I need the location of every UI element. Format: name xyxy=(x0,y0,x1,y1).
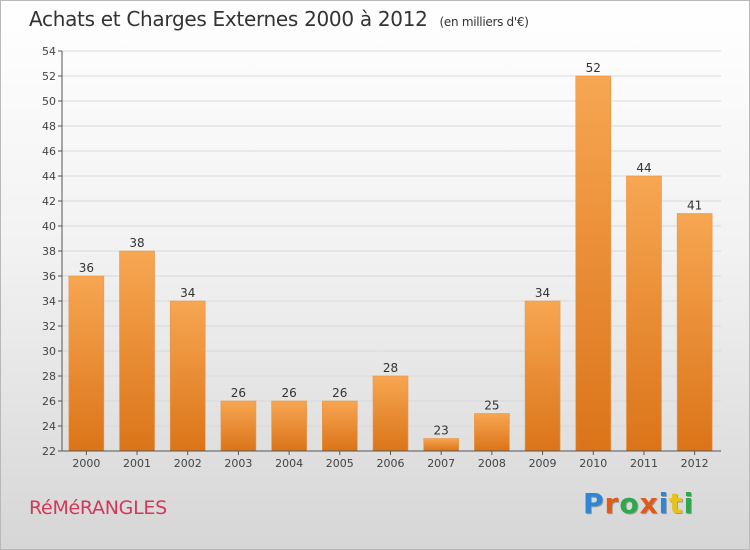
x-tick-label: 2006 xyxy=(377,457,405,470)
y-tick-label: 30 xyxy=(42,345,56,358)
chart-title-unit: (en milliers d'€) xyxy=(439,15,529,29)
y-tick-label: 38 xyxy=(42,245,56,258)
x-tick-label: 2002 xyxy=(174,457,202,470)
proxiti-logo[interactable]: Proxiti xyxy=(583,487,694,520)
bar-2005 xyxy=(322,400,358,452)
x-axis: 2000 2001 2002 2003 2004 2005 2006 2007 2008 2009… xyxy=(62,450,721,470)
logo-letter: i xyxy=(658,487,670,520)
data-label: 28 xyxy=(383,361,398,375)
commune-name: RéMéRANGLES xyxy=(29,497,167,519)
y-tick-label: 52 xyxy=(42,70,56,83)
data-label: 38 xyxy=(129,236,144,250)
bar-2000 xyxy=(68,275,105,452)
y-tick-label: 36 xyxy=(42,270,56,283)
y-axis: 22 24 26 28 30 32 34 36 38 40 42 44 46 48 50 52 54 xyxy=(42,45,63,458)
data-label: 26 xyxy=(281,386,296,400)
data-label: 26 xyxy=(231,386,246,400)
logo-letter: r xyxy=(604,487,620,520)
x-tick-label: 2001 xyxy=(123,457,151,470)
y-tick-label: 50 xyxy=(42,95,56,108)
data-label: 36 xyxy=(79,261,94,275)
bar-2003 xyxy=(220,400,257,452)
y-tick-label: 44 xyxy=(42,170,56,183)
logo-letter: x xyxy=(639,487,659,520)
chart-title-text: Achats et Charges Externes 2000 à 2012 xyxy=(29,7,428,31)
bar-2001 xyxy=(119,250,155,452)
data-label: 25 xyxy=(484,399,499,413)
x-tick-label: 2005 xyxy=(326,457,354,470)
bar-2004 xyxy=(271,400,307,452)
x-tick-label: 2007 xyxy=(427,457,455,470)
y-tick-label: 24 xyxy=(42,420,56,433)
logo-letter: P xyxy=(583,487,605,520)
bar-2009 xyxy=(524,300,561,452)
logo-letter: o xyxy=(619,487,640,520)
data-label: 34 xyxy=(535,286,550,300)
x-tick-label: 2012 xyxy=(681,457,709,470)
x-tick-label: 2008 xyxy=(478,457,506,470)
logo-letter: i xyxy=(683,487,695,520)
bar-2011 xyxy=(626,175,662,452)
y-tick-label: 40 xyxy=(42,220,56,233)
bar-2007 xyxy=(423,438,459,452)
x-tick-label: 2004 xyxy=(275,457,303,470)
y-tick-label: 46 xyxy=(42,145,56,158)
y-tick-label: 22 xyxy=(42,445,56,458)
data-label: 34 xyxy=(180,286,195,300)
bar-2008 xyxy=(474,413,510,452)
y-tick-label: 28 xyxy=(42,370,56,383)
bar-2006 xyxy=(372,375,409,452)
y-tick-label: 32 xyxy=(42,320,56,333)
bar-2012 xyxy=(676,213,713,452)
x-tick-label: 2010 xyxy=(579,457,607,470)
y-tick-label: 26 xyxy=(42,395,56,408)
x-tick-label: 2000 xyxy=(72,457,100,470)
y-tick-label: 48 xyxy=(42,120,56,133)
y-tick-label: 34 xyxy=(42,295,56,308)
data-label: 44 xyxy=(636,161,651,175)
y-tick-label: 54 xyxy=(42,45,56,58)
bar-2010 xyxy=(575,75,612,452)
logo-letter: t xyxy=(669,487,684,520)
data-label: 52 xyxy=(586,61,601,75)
bars: 36 38 34 26 26 26 28 23 25 34 52 44 41 xyxy=(68,61,713,452)
y-tick-label: 42 xyxy=(42,195,56,208)
data-label: 23 xyxy=(434,424,449,438)
x-tick-label: 2009 xyxy=(529,457,557,470)
bar-2002 xyxy=(169,300,206,452)
data-label: 26 xyxy=(332,386,347,400)
x-tick-label: 2011 xyxy=(630,457,658,470)
chart-title: Achats et Charges Externes 2000 à 2012 (e… xyxy=(29,7,529,31)
x-tick-label: 2003 xyxy=(224,457,252,470)
data-label: 41 xyxy=(687,199,702,213)
